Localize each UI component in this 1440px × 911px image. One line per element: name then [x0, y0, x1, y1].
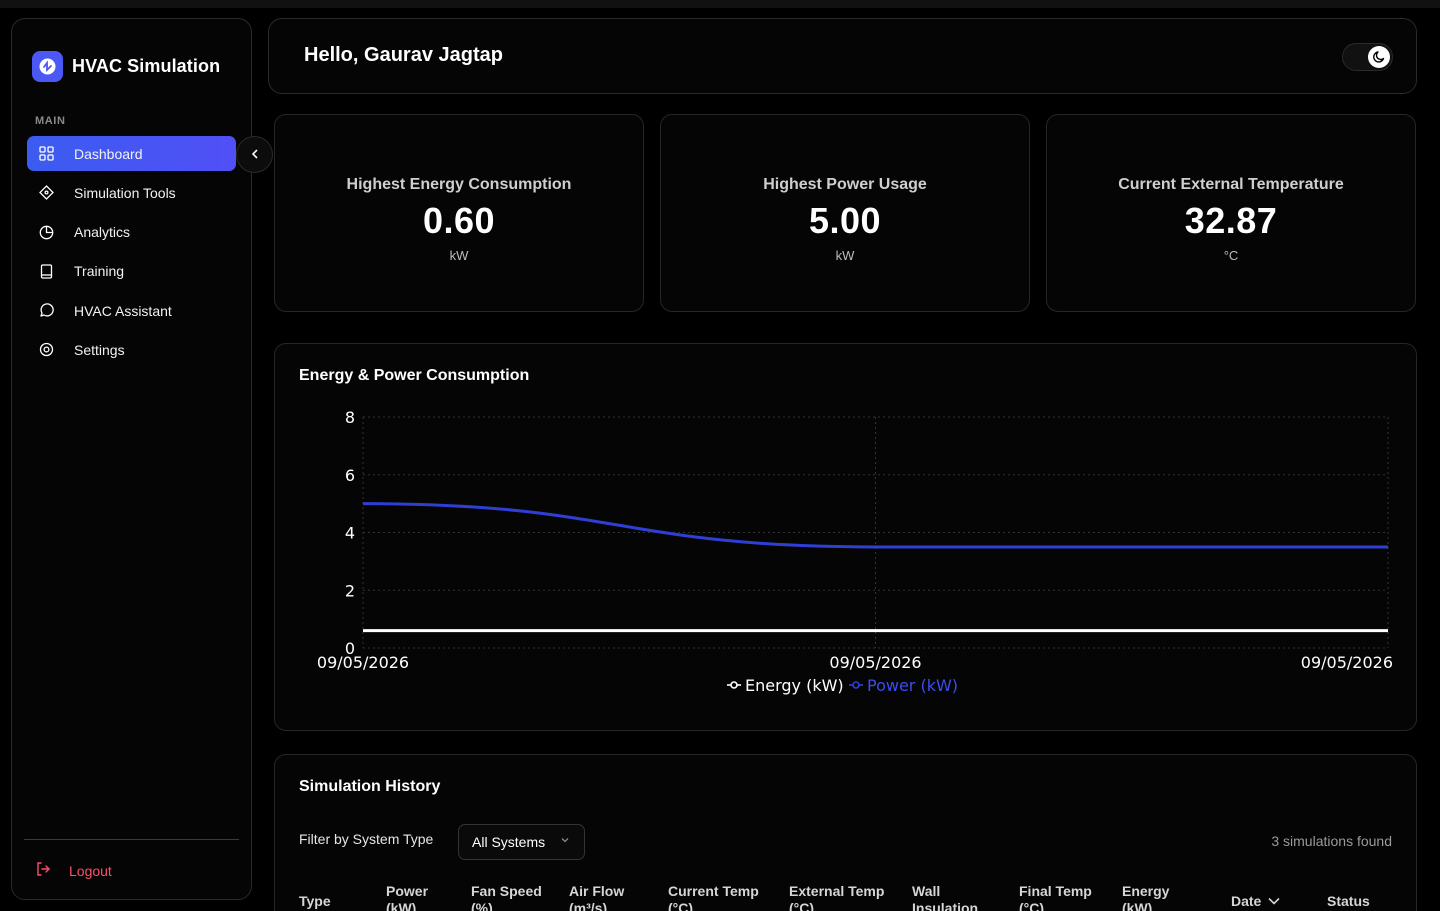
legend-marker-energy: [730, 681, 738, 689]
sidebar-item-label: Analytics: [74, 224, 131, 241]
stat-card-energy: Highest Energy Consumption 0.60 kW: [274, 114, 644, 312]
top-header: Hello, Gaurav Jagtap: [268, 18, 1417, 94]
greeting-text: Hello, Gaurav Jagtap: [304, 44, 503, 66]
stat-title: Current External Temperature: [1118, 176, 1344, 193]
column-header-external-temp[interactable]: External Temp (°C): [789, 883, 885, 911]
diamond-icon: [38, 185, 54, 201]
system-type-select[interactable]: All Systems: [458, 824, 585, 860]
y-tick-label: 6: [345, 466, 355, 485]
sidebar-item-label: Settings: [74, 341, 125, 358]
y-tick-label: 8: [345, 408, 355, 427]
column-header-status[interactable]: Status: [1327, 893, 1370, 909]
stat-unit: °C: [1223, 248, 1239, 263]
sidebar-item-settings[interactable]: Settings: [27, 332, 236, 367]
stat-title: Highest Power Usage: [763, 176, 927, 193]
sidebar-item-label: Dashboard: [74, 145, 143, 162]
column-header-label: Date: [1231, 893, 1262, 909]
y-tick-label: 0: [345, 639, 355, 658]
sidebar-item-label: Simulation Tools: [74, 184, 176, 201]
select-value: All Systems: [472, 834, 546, 850]
column-header-date[interactable]: Date: [1231, 893, 1281, 910]
legend-marker-power: [852, 681, 860, 689]
simulation-history-card: Simulation History Filter by System Type…: [274, 754, 1417, 911]
grid-icon: [38, 146, 54, 162]
moon-icon: [1368, 46, 1390, 68]
column-header-current-temp[interactable]: Current Temp (°C): [668, 883, 759, 911]
brand-name: HVAC Simulation: [72, 56, 221, 76]
line-chart: 0 2 4 6 8 09/05/2026 09/05/2026 09/05/2026 Energ…: [317, 408, 1393, 695]
sidebar-item-analytics[interactable]: Analytics: [27, 215, 236, 250]
stat-value: 32.87: [1184, 200, 1278, 241]
filter-label: Filter by System Type: [299, 831, 434, 847]
legend-label-power: Power (kW): [867, 676, 958, 695]
x-tick-label: 09/05/2026: [829, 653, 921, 672]
column-header-final-temp[interactable]: Final Temp (°C): [1019, 883, 1092, 911]
chevron-down-icon: [1267, 893, 1281, 910]
brand[interactable]: HVAC Simulation: [32, 51, 220, 82]
sidebar: HVAC Simulation MAIN Dashboard Simulatio…: [11, 18, 252, 900]
brand-logo-icon: [32, 51, 63, 82]
energy-power-chart-card: Energy & Power Consumption 0 2 4 6 8 09/05/20…: [274, 343, 1417, 731]
sidebar-item-simulation-tools[interactable]: Simulation Tools: [27, 175, 236, 210]
column-header-fan-speed[interactable]: Fan Speed (%): [471, 883, 542, 911]
legend-label-energy: Energy (kW): [745, 676, 844, 695]
series-line-power: [362, 502, 1388, 549]
results-count: 3 simulations found: [1271, 833, 1392, 849]
stat-unit: kW: [449, 248, 469, 263]
theme-toggle[interactable]: [1342, 43, 1393, 71]
stat-card-temperature: Current External Temperature 32.87 °C: [1046, 114, 1416, 312]
history-title: Simulation History: [299, 778, 441, 795]
stat-title: Highest Energy Consumption: [346, 176, 572, 193]
book-icon: [38, 263, 54, 279]
y-tick-label: 2: [345, 581, 355, 600]
stat-card-power: Highest Power Usage 5.00 kW: [660, 114, 1030, 312]
column-header-air-flow[interactable]: Air Flow (m³/s): [569, 883, 625, 911]
collapse-sidebar-button[interactable]: [236, 136, 273, 173]
x-tick-label: 09/05/2026: [317, 653, 409, 672]
column-header-energy[interactable]: Energy (kW): [1122, 883, 1170, 911]
window-top-strip: [0, 0, 1440, 8]
chevron-down-icon: [560, 835, 570, 848]
sidebar-item-label: HVAC Assistant: [74, 302, 172, 319]
logout-label: Logout: [69, 862, 112, 879]
x-tick-label: 09/05/2026: [1301, 653, 1393, 672]
chevron-left-icon: [250, 146, 260, 164]
chat-icon: [38, 303, 54, 319]
column-header-type[interactable]: Type: [299, 893, 331, 909]
sidebar-item-label: Training: [74, 263, 125, 280]
pie-chart-icon: [38, 224, 54, 240]
logout-icon: [35, 861, 51, 880]
sidebar-nav: Dashboard Simulation Tools Analytics: [27, 136, 236, 372]
column-header-wall-insulation[interactable]: Wall Insulation: [912, 883, 979, 911]
sidebar-divider: [24, 839, 239, 840]
sidebar-item-training[interactable]: Training: [27, 254, 236, 289]
sidebar-item-hvac-assistant[interactable]: HVAC Assistant: [27, 293, 236, 328]
logout-button[interactable]: Logout: [35, 861, 112, 880]
chart-title: Energy & Power Consumption: [299, 367, 530, 384]
y-tick-label: 4: [345, 524, 355, 543]
gear-icon: [38, 342, 54, 358]
stat-value: 5.00: [808, 200, 882, 241]
stat-value: 0.60: [422, 200, 496, 241]
nav-section-label: MAIN: [35, 115, 66, 127]
column-header-power[interactable]: Power (kW): [386, 883, 429, 911]
stat-unit: kW: [835, 248, 855, 263]
sidebar-item-dashboard[interactable]: Dashboard: [27, 136, 236, 171]
